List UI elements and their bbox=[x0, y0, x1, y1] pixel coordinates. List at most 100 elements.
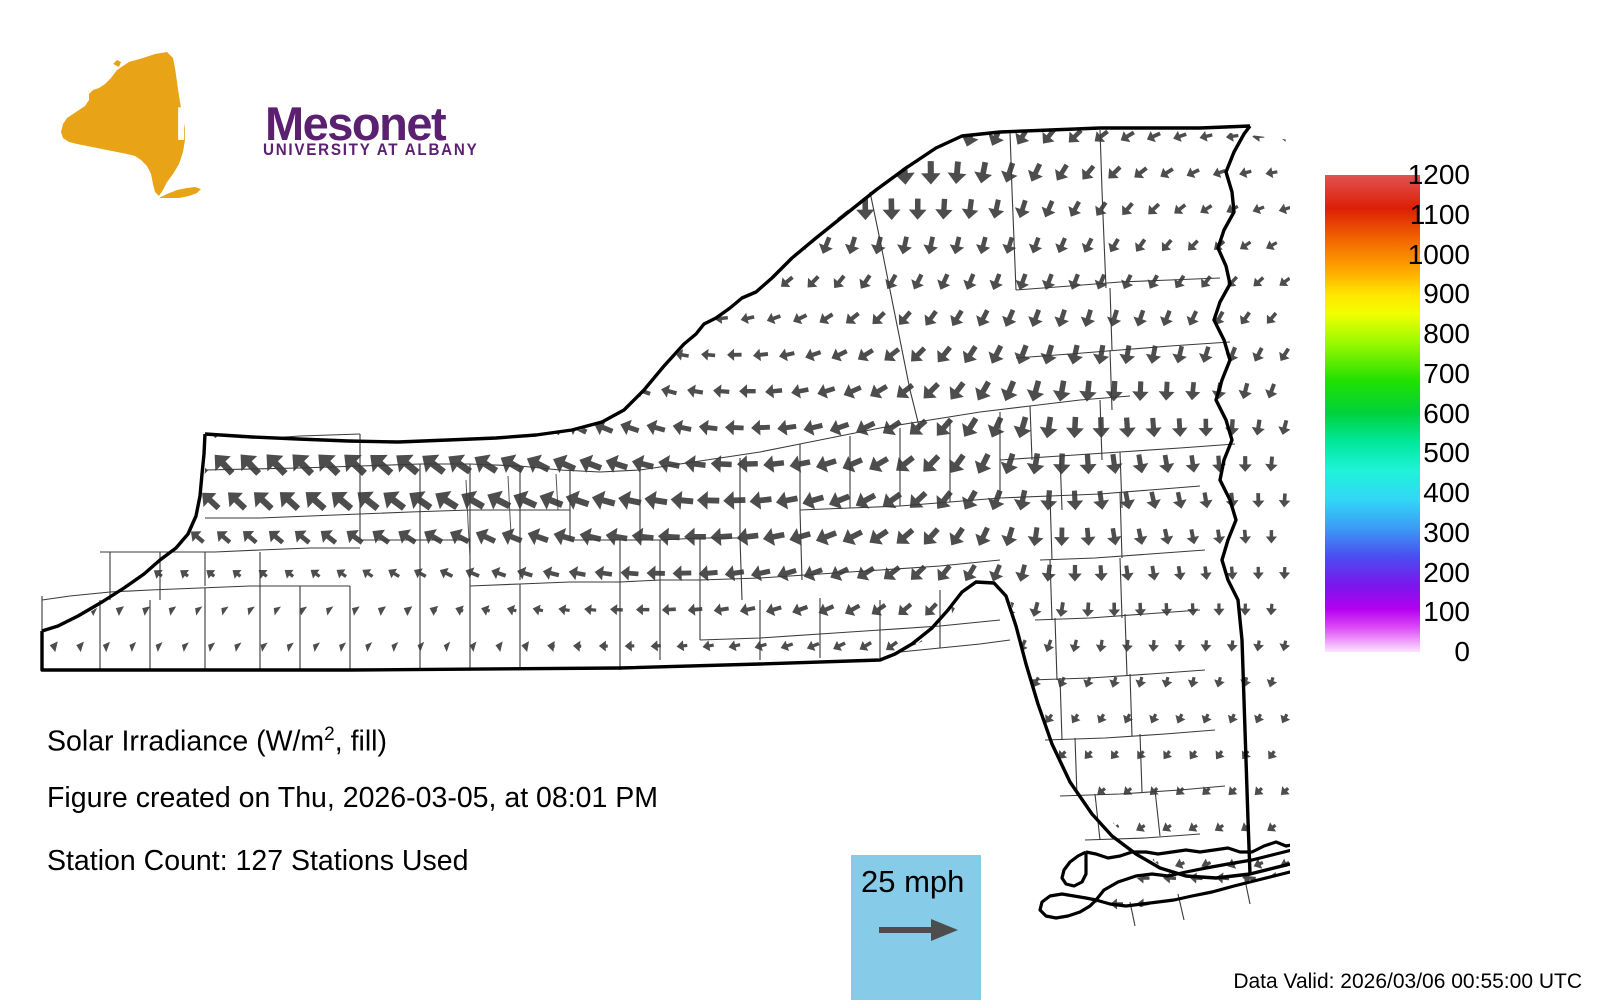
wind-arrow bbox=[389, 349, 400, 362]
wind-arrow bbox=[1133, 309, 1148, 327]
wind-arrow bbox=[979, 676, 989, 687]
wind-arrow bbox=[375, 822, 386, 834]
wind-arrow bbox=[181, 642, 189, 653]
wind-arrow bbox=[557, 240, 571, 251]
wind-arrow bbox=[742, 676, 753, 688]
wind-arrow bbox=[729, 712, 740, 724]
wind-arrow bbox=[455, 605, 464, 616]
wind-arrow bbox=[521, 641, 530, 653]
wind-arrow bbox=[440, 131, 453, 142]
wind-arrow bbox=[684, 455, 706, 473]
wind-arrow bbox=[571, 277, 584, 288]
wind-arrow bbox=[409, 491, 433, 511]
wind-arrow bbox=[253, 492, 274, 511]
wind-arrow bbox=[898, 310, 912, 325]
wind-arrow bbox=[1000, 380, 1018, 402]
wind-arrow bbox=[1226, 640, 1238, 652]
wind-arrow bbox=[465, 131, 480, 142]
wind-arrow bbox=[74, 569, 85, 579]
wind-arrow bbox=[42, 822, 46, 832]
wind-arrow bbox=[527, 528, 549, 546]
wind-arrow bbox=[299, 606, 308, 616]
wind-arrow bbox=[553, 527, 576, 546]
wind-arrow bbox=[873, 677, 885, 687]
wind-arrow bbox=[768, 749, 779, 761]
wind-arrow bbox=[162, 455, 182, 475]
wind-arrow bbox=[712, 160, 730, 184]
wind-arrow bbox=[841, 88, 863, 112]
wind-arrow bbox=[651, 713, 661, 724]
wind-arrow bbox=[221, 606, 229, 616]
wind-arrow bbox=[491, 130, 507, 143]
wind-arrow bbox=[62, 241, 72, 251]
wind-arrow bbox=[768, 676, 780, 688]
wind-arrow bbox=[435, 491, 459, 511]
wind-arrow bbox=[802, 491, 825, 510]
wind-arrow bbox=[1068, 128, 1083, 143]
wind-arrow bbox=[547, 640, 555, 652]
wind-arrow bbox=[579, 454, 603, 473]
wind-arrow bbox=[294, 92, 309, 107]
wind-arrow bbox=[98, 494, 115, 509]
wind-arrow bbox=[988, 128, 1004, 146]
wind-arrow bbox=[637, 749, 648, 761]
wind-arrow bbox=[896, 383, 915, 399]
wind-arrow bbox=[268, 92, 283, 107]
wind-arrow bbox=[500, 454, 525, 474]
wind-arrow bbox=[128, 205, 138, 215]
wind-arrow bbox=[999, 89, 1021, 111]
wind-arrow bbox=[713, 384, 730, 398]
wind-arrow bbox=[1265, 456, 1278, 472]
wind-arrow bbox=[1187, 603, 1199, 616]
wind-arrow bbox=[857, 348, 875, 362]
wind-arrow bbox=[598, 858, 609, 870]
wind-arrow bbox=[687, 161, 705, 182]
wind-arrow bbox=[260, 642, 268, 653]
wind-arrow bbox=[49, 132, 59, 142]
wind-arrow bbox=[1159, 309, 1173, 327]
wind-arrow bbox=[1202, 786, 1212, 796]
wind-arrow bbox=[1265, 94, 1277, 106]
wind-arrow bbox=[1044, 785, 1054, 796]
wind-arrow bbox=[935, 198, 953, 220]
wind-arrow bbox=[530, 93, 547, 108]
wind-arrow bbox=[729, 785, 740, 797]
wind-arrow bbox=[138, 893, 152, 908]
wind-arrow bbox=[454, 822, 465, 834]
wind-arrow bbox=[205, 349, 216, 362]
wind-arrow bbox=[571, 350, 584, 360]
wind-arrow bbox=[946, 88, 968, 111]
wind-arrow bbox=[284, 569, 295, 579]
wind-arrow bbox=[856, 565, 875, 581]
wind-arrow bbox=[586, 676, 595, 688]
wind-arrow bbox=[1213, 310, 1225, 326]
wind-arrow bbox=[1199, 346, 1213, 363]
wind-arrow bbox=[247, 678, 255, 689]
wind-arrow bbox=[741, 237, 755, 252]
wind-arrow bbox=[690, 676, 701, 688]
wind-arrow bbox=[593, 128, 614, 145]
wind-arrow bbox=[696, 491, 720, 510]
wind-arrow bbox=[193, 241, 203, 251]
wind-arrow bbox=[1163, 750, 1173, 760]
wind-arrow bbox=[468, 713, 477, 725]
wind-arrow bbox=[465, 567, 480, 579]
wind-arrow bbox=[188, 455, 208, 476]
wind-arrow bbox=[1084, 750, 1094, 760]
wind-arrow bbox=[154, 277, 164, 288]
wind-arrow bbox=[834, 858, 845, 870]
variable-caption-exponent: 2 bbox=[324, 724, 335, 745]
wind-arrow bbox=[676, 858, 687, 870]
wind-arrow bbox=[508, 677, 516, 689]
wind-arrow bbox=[762, 87, 786, 112]
wind-arrow bbox=[845, 311, 860, 324]
wind-arrow bbox=[242, 531, 258, 545]
wind-arrow bbox=[176, 419, 194, 438]
wind-arrow bbox=[532, 604, 544, 616]
wind-arrow bbox=[75, 132, 85, 142]
wind-arrow bbox=[568, 128, 587, 144]
wind-arrow bbox=[1097, 713, 1107, 724]
wind-arrow bbox=[1028, 236, 1043, 254]
wind-arrow bbox=[89, 677, 97, 689]
wind-arrow bbox=[556, 93, 572, 107]
